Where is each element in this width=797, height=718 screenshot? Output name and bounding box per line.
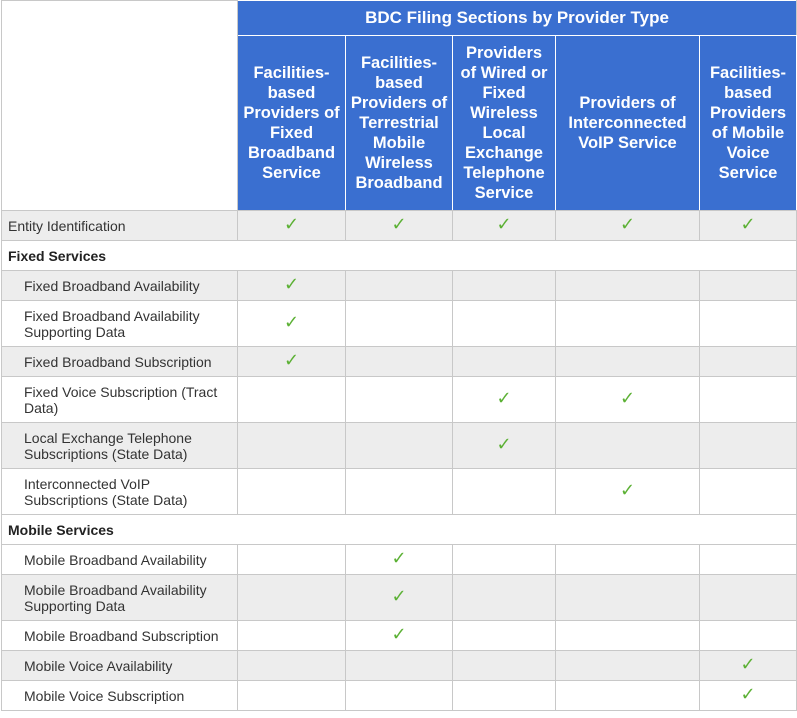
table-row: Mobile Broadband Availability ✓ (1, 544, 797, 575)
row-label: Fixed Broadband Subscription (1, 346, 238, 377)
row-label: Mobile Voice Subscription (1, 680, 238, 711)
row-label: Mobile Voice Availability (1, 650, 238, 681)
table-row: Mobile Voice Availability ✓ (1, 650, 797, 681)
table-row: Fixed Broadband Subscription ✓ (1, 346, 797, 377)
checkmark-icon: ✓ (391, 214, 407, 235)
row-label: Local Exchange Telephone Subscriptions (… (1, 422, 238, 469)
column-header-fixed-broadband: Facilities-based Providers of Fixed Broa… (237, 35, 346, 211)
checkmark-icon: ✓ (391, 586, 407, 607)
checkmark-icon: ✓ (283, 214, 300, 235)
table-title: BDC Filing Sections by Provider Type (236, 0, 797, 36)
table-row: Local Exchange Telephone Subscriptions (… (1, 422, 797, 469)
table-row: Mobile Broadband Subscription ✓ (1, 620, 797, 651)
table-row: Interconnected VoIP Subscriptions (State… (1, 468, 797, 515)
checkmark-icon: ✓ (619, 214, 636, 235)
row-label: Mobile Broadband Subscription (1, 620, 238, 651)
checkmark-icon: ✓ (391, 624, 407, 645)
checkmark-icon: ✓ (496, 434, 512, 455)
table-row: Mobile Voice Subscription ✓ (1, 680, 797, 711)
column-header-local-exchange-telephone: Providers of Wired or Fixed Wireless Loc… (452, 35, 556, 211)
section-row-fixed-services: Fixed Services (0, 240, 797, 271)
checkmark-icon: ✓ (496, 214, 512, 235)
column-header-mobile-voice: Facilities-based Providers of Mobile Voi… (698, 35, 797, 211)
row-label: Entity Identification (1, 210, 238, 241)
checkmark-icon: ✓ (740, 654, 756, 675)
checkmark-icon: ✓ (283, 350, 300, 371)
row-label: Fixed Broadband Availability Supporting … (1, 300, 238, 347)
table-row: Mobile Broadband Availability Supporting… (1, 574, 797, 621)
checkmark-icon: ✓ (740, 684, 756, 705)
column-header-mobile-wireless-broadband: Facilities-based Providers of Terrestria… (345, 35, 453, 211)
checkmark-icon: ✓ (619, 480, 636, 501)
checkmark-icon: ✓ (740, 214, 756, 235)
section-label: Fixed Services (0, 240, 797, 271)
row-label: Fixed Voice Subscription (Tract Data) (1, 376, 238, 423)
checkmark-icon: ✓ (391, 548, 407, 569)
row-label: Fixed Broadband Availability (1, 270, 238, 301)
table-row: Fixed Voice Subscription (Tract Data) ✓ … (1, 376, 797, 423)
table-row: Fixed Broadband Availability Supporting … (1, 300, 797, 347)
table-row: Fixed Broadband Availability ✓ (1, 270, 797, 301)
checkmark-icon: ✓ (283, 312, 300, 333)
row-label: Mobile Broadband Availability (1, 544, 238, 575)
section-row-mobile-services: Mobile Services (0, 514, 797, 545)
row-label: Mobile Broadband Availability Supporting… (1, 574, 238, 621)
corner-cell (1, 0, 238, 211)
checkmark-icon: ✓ (619, 388, 636, 409)
column-header-interconnected-voip: Providers of Interconnected VoIP Service (555, 35, 700, 211)
row-label: Interconnected VoIP Subscriptions (State… (1, 468, 238, 515)
checkmark-icon: ✓ (283, 274, 300, 295)
section-label: Mobile Services (0, 514, 797, 545)
checkmark-icon: ✓ (496, 388, 512, 409)
table-row: Entity Identification ✓ ✓ ✓ ✓ ✓ (1, 210, 797, 241)
